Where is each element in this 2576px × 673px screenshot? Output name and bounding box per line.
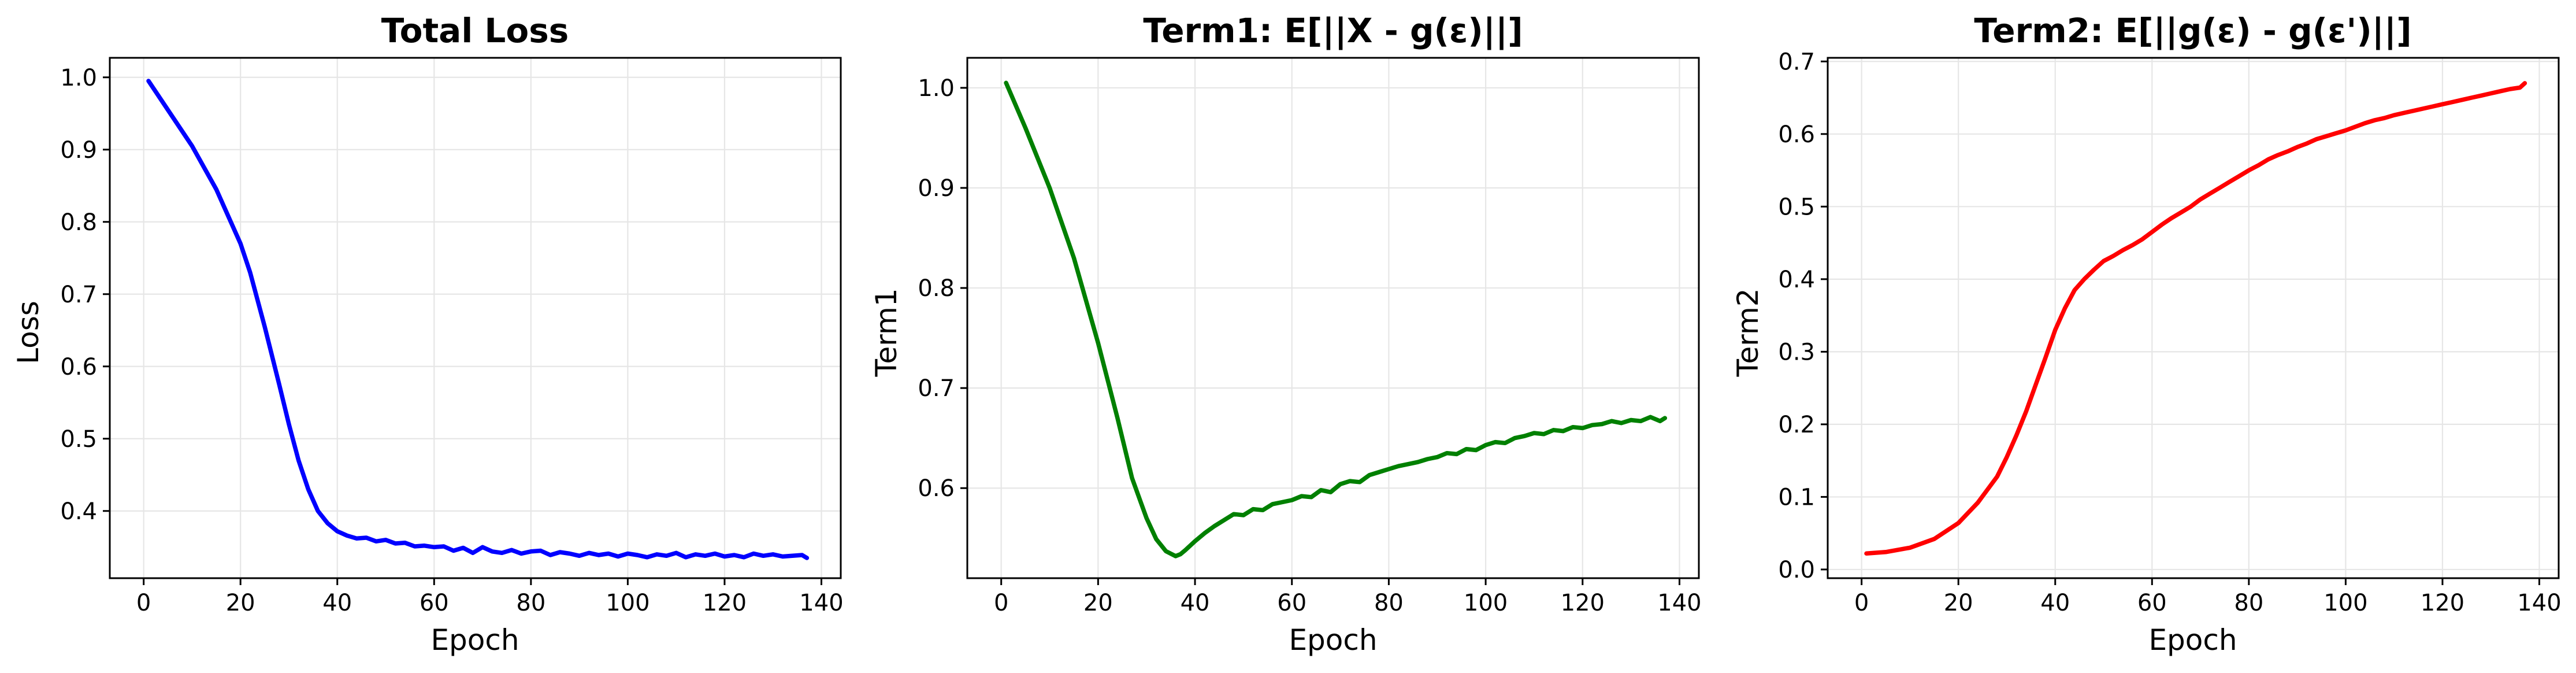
plot-frame xyxy=(966,57,1700,579)
x-tick-label: 0 xyxy=(136,590,151,616)
y-axis-label: Loss xyxy=(12,301,45,364)
x-tick-label: 100 xyxy=(606,590,649,616)
y-tick-label: 0.2 xyxy=(1778,412,1815,438)
x-tick-label: 120 xyxy=(2421,590,2464,616)
x-axis-label: Epoch xyxy=(430,623,519,657)
x-tick-label: 120 xyxy=(703,590,747,616)
panel-total-loss: Total Loss Epoch Loss 0 20 40 60 80 100 120 140… xyxy=(12,11,844,657)
plot-area: 0 20 40 60 80 100 120 140 0.0 0.1 0.2 0.3 0.4 0.5 0.6 0… xyxy=(1778,49,2561,616)
x-tick-label: 40 xyxy=(1181,590,1210,616)
plot-area: 0 20 40 60 80 100 120 140 0.6 0.7 0.8 0.9 1.0 xyxy=(918,57,1702,616)
y-tick-label: 0.9 xyxy=(60,137,97,164)
x-tick-label: 60 xyxy=(2137,590,2167,616)
y-tick-label: 0.8 xyxy=(60,209,97,236)
series-line-1 xyxy=(1004,80,1668,559)
y-tick-label: 0.0 xyxy=(1778,557,1815,583)
x-tick-label: 40 xyxy=(2040,590,2070,616)
y-tick-label: 0.1 xyxy=(1778,484,1815,511)
x-tick-label: 80 xyxy=(1374,590,1404,616)
panel-title: Total Loss xyxy=(381,11,569,50)
x-tick-label: 100 xyxy=(2323,590,2367,616)
y-tick-label: 0.6 xyxy=(1778,121,1815,148)
x-tick-label: 140 xyxy=(1657,590,1701,616)
x-tick-label: 100 xyxy=(1464,590,1508,616)
y-tick-label: 0.7 xyxy=(1778,49,1815,75)
x-tick-label: 80 xyxy=(516,590,545,616)
y-tick-label: 0.6 xyxy=(918,475,955,502)
y-tick-label: 0.6 xyxy=(60,354,97,380)
y-tick-label: 1.0 xyxy=(918,75,955,102)
x-tick-label: 40 xyxy=(322,590,352,616)
y-tick-label: 0.8 xyxy=(918,275,955,302)
y-tick-label: 0.9 xyxy=(918,175,955,202)
y-axis-label: Term2 xyxy=(1731,288,1765,377)
series-line-1 xyxy=(1864,81,2527,556)
plot-area: 0 20 40 60 80 100 120 140 0.4 0.5 0.6 0.7 0.8 0.9 1.0 xyxy=(60,57,844,616)
plot-frame xyxy=(1827,57,2560,579)
x-tick-label: 120 xyxy=(1561,590,1605,616)
plot-frame xyxy=(109,57,842,579)
x-tick-label: 20 xyxy=(1083,590,1113,616)
panel-title: Term1: E[||X - g(ε)||] xyxy=(1143,11,1523,50)
x-tick-label: 60 xyxy=(420,590,449,616)
panel-title: Term2: E[||g(ε) - g(ε')||] xyxy=(1974,11,2411,50)
y-tick-label: 0.3 xyxy=(1778,339,1815,365)
x-axis-label: Epoch xyxy=(2148,623,2237,657)
y-tick-label: 1.0 xyxy=(60,65,97,91)
y-axis-label: Term1 xyxy=(870,288,903,377)
x-tick-label: 140 xyxy=(799,590,843,616)
y-tick-label: 0.5 xyxy=(60,426,97,453)
x-tick-label: 60 xyxy=(1277,590,1306,616)
x-tick-label: 20 xyxy=(1944,590,1973,616)
y-tick-label: 0.7 xyxy=(918,375,955,402)
x-tick-label: 0 xyxy=(994,590,1008,616)
x-tick-label: 0 xyxy=(1854,590,1869,616)
x-tick-label: 80 xyxy=(2234,590,2263,616)
panel-term1: Term1: E[||X - g(ε)||] Epoch Term1 0 20 40… xyxy=(870,11,1702,657)
x-tick-label: 20 xyxy=(226,590,255,616)
y-tick-label: 0.4 xyxy=(60,498,97,525)
y-tick-label: 0.7 xyxy=(60,282,97,308)
y-tick-label: 0.5 xyxy=(1778,194,1815,220)
y-tick-label: 0.4 xyxy=(1778,267,1815,293)
series-line-1 xyxy=(146,79,810,560)
panel-term2: Term2: E[||g(ε) - g(ε')||] Epoch Term2 0… xyxy=(1731,11,2562,657)
x-axis-label: Epoch xyxy=(1289,623,1377,657)
x-tick-label: 140 xyxy=(2517,590,2561,616)
